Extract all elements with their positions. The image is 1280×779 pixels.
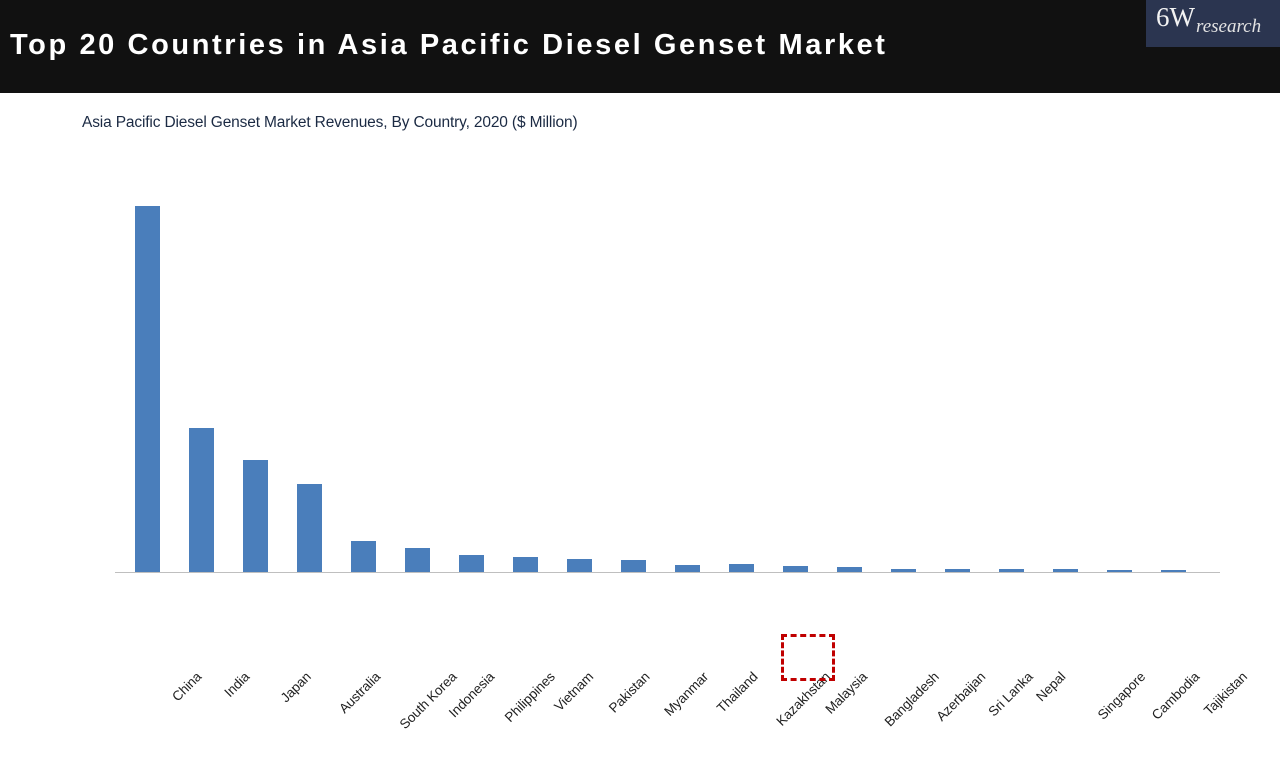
bar-philippines[interactable] — [458, 554, 484, 572]
bar-australia[interactable] — [296, 483, 322, 572]
bar-south-korea[interactable] — [350, 540, 376, 572]
brand-logo: 6W research — [1146, 0, 1280, 47]
bar-nepal[interactable] — [998, 568, 1024, 572]
x-tick-label-south-korea: South Korea — [396, 669, 460, 732]
chart-title: Asia Pacific Diesel Genset Market Revenu… — [82, 114, 578, 131]
x-tick-label-bangladesh: Bangladesh — [881, 669, 942, 730]
x-axis-tick-labels: China India Japan Australia South Korea Indon… — [115, 669, 1250, 779]
x-axis-line — [115, 572, 1220, 573]
x-tick-label-vietnam: Vietnam — [551, 669, 597, 714]
bar-myanmar[interactable] — [620, 560, 646, 572]
x-tick-label-nepal: Nepal — [1033, 669, 1069, 705]
bar-sri-lanka[interactable] — [944, 568, 970, 572]
bar-kazakhstan[interactable] — [728, 563, 754, 572]
bar-bangladesh[interactable] — [836, 566, 862, 572]
x-tick-label-tajikistan: Tajikistan — [1200, 669, 1251, 719]
plot-area — [115, 188, 1220, 573]
x-tick-label-australia: Australia — [336, 669, 384, 717]
x-tick-label-cambodia: Cambodia — [1148, 669, 1203, 723]
x-tick-label-singapore: Singapore — [1094, 669, 1149, 723]
page-header: Top 20 Countries in Asia Pacific Diesel … — [0, 0, 1280, 93]
x-tick-label-myanmar: Myanmar — [661, 669, 712, 719]
x-tick-label-azerbaijan: Azerbaijan — [933, 669, 989, 725]
bar-thailand[interactable] — [674, 564, 700, 572]
x-tick-label-china: China — [169, 669, 205, 705]
bar-indonesia[interactable] — [404, 548, 430, 572]
bar-vietnam[interactable] — [512, 556, 538, 572]
bar-azerbaijan[interactable] — [890, 568, 916, 572]
x-tick-label-sri-lanka: Sri Lanka — [985, 669, 1036, 720]
logo-word-text: research — [1196, 16, 1262, 37]
x-tick-label-thailand: Thailand — [713, 669, 761, 716]
bar-japan[interactable] — [242, 459, 268, 572]
bar-china[interactable] — [134, 206, 160, 572]
x-tick-label-japan: Japan — [277, 669, 314, 706]
bar-cambodia[interactable] — [1106, 569, 1132, 572]
x-tick-label-india: India — [221, 669, 253, 700]
bar-singapore[interactable] — [1052, 568, 1078, 572]
bar-malaysia[interactable] — [782, 565, 808, 572]
bar-tajikistan[interactable] — [1160, 570, 1186, 572]
x-tick-label-philippines: Philippines — [501, 669, 558, 726]
bar-pakistan[interactable] — [566, 559, 592, 572]
logo-mark-text: 6W — [1156, 2, 1195, 32]
page-title: Top 20 Countries in Asia Pacific Diesel … — [10, 29, 888, 61]
bar-series — [115, 188, 1220, 572]
bar-india[interactable] — [188, 427, 214, 572]
x-tick-label-pakistan: Pakistan — [605, 669, 653, 716]
chart-container: Asia Pacific Diesel Genset Market Revenu… — [0, 93, 1280, 732]
